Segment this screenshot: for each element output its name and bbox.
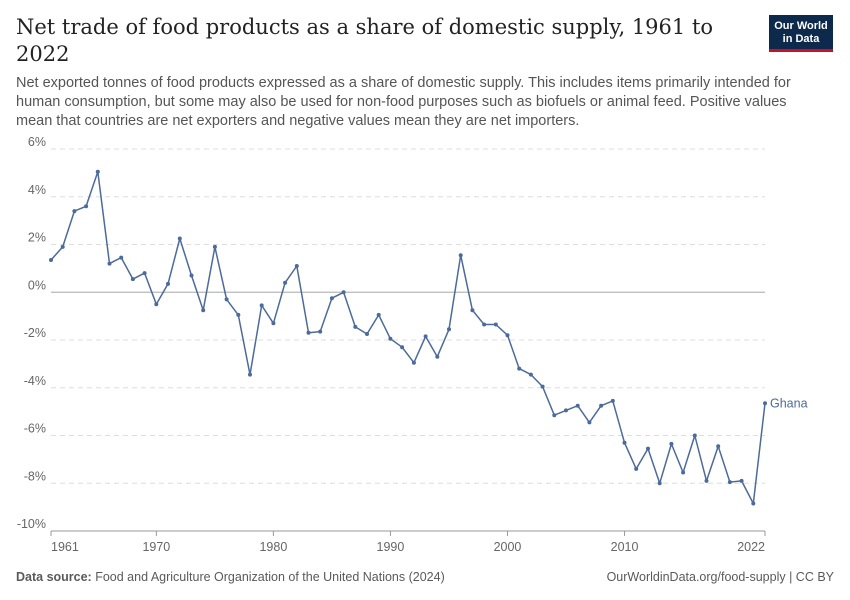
data-point[interactable] [657, 481, 662, 486]
x-tick-label: 1980 [259, 540, 287, 554]
series-group: Ghana [49, 169, 808, 506]
series-line[interactable] [50, 170, 766, 505]
data-source-text: Food and Agriculture Organization of the… [95, 570, 445, 584]
data-point[interactable] [470, 308, 475, 313]
data-point[interactable] [236, 312, 241, 317]
data-point[interactable] [751, 501, 756, 506]
data-point[interactable] [201, 308, 206, 313]
x-tick-label: 1961 [51, 540, 79, 554]
data-point[interactable] [119, 255, 124, 260]
data-point[interactable] [505, 333, 510, 338]
data-point[interactable] [622, 440, 627, 445]
y-tick-label: 6% [28, 135, 46, 149]
x-axis: 1961 1970 1980 1990 2000 2010 2022 [50, 530, 766, 554]
logo-line-2: in Data [782, 33, 820, 45]
y-tick-label: 4% [28, 183, 46, 197]
data-point[interactable] [60, 244, 65, 249]
data-point[interactable] [259, 303, 264, 308]
data-point[interactable] [610, 398, 615, 403]
data-point[interactable] [634, 466, 639, 471]
data-point[interactable] [739, 478, 744, 483]
data-point[interactable] [49, 258, 53, 262]
data-point[interactable] [411, 360, 416, 365]
x-tick-label: 2010 [611, 540, 639, 554]
data-point[interactable] [294, 264, 299, 268]
y-tick-label: -2% [24, 326, 46, 340]
data-point[interactable] [283, 280, 288, 285]
data-point[interactable] [482, 322, 487, 327]
data-point[interactable] [130, 277, 135, 282]
data-point[interactable] [552, 413, 557, 418]
y-tick-label: 0% [28, 278, 46, 292]
data-point[interactable] [212, 244, 217, 249]
data-point[interactable] [248, 372, 252, 377]
y-tick-label: -10% [17, 517, 46, 531]
data-source: Data source: Food and Agriculture Organi… [16, 570, 445, 584]
y-tick-label: -8% [24, 469, 46, 483]
y-tick-label: 2% [28, 231, 46, 245]
data-point[interactable] [669, 441, 674, 446]
data-point[interactable] [517, 366, 522, 371]
data-point[interactable] [575, 403, 580, 408]
grid-lines [51, 148, 765, 484]
data-point[interactable] [189, 273, 194, 278]
data-point[interactable] [447, 327, 451, 332]
data-point[interactable] [142, 271, 147, 276]
data-point[interactable] [423, 334, 428, 339]
data-point[interactable] [329, 296, 334, 301]
data-point[interactable] [458, 253, 463, 258]
series-label: Ghana [770, 396, 808, 410]
data-point[interactable] [716, 444, 721, 449]
x-tick-label: 2022 [737, 540, 765, 554]
data-point[interactable] [400, 345, 405, 350]
data-point[interactable] [692, 433, 697, 438]
y-tick-label: -6% [24, 422, 46, 436]
footer-link[interactable]: OurWorldinData.org/food-supply | CC BY [606, 570, 834, 584]
data-point[interactable] [318, 329, 323, 334]
data-point[interactable] [540, 384, 545, 389]
data-point[interactable] [177, 236, 182, 241]
chart-subtitle: Net exported tonnes of food products exp… [16, 75, 791, 129]
data-point[interactable] [587, 420, 592, 425]
data-point[interactable] [341, 290, 346, 295]
data-point[interactable] [95, 169, 100, 174]
x-tick-label: 2000 [494, 540, 522, 554]
owid-logo[interactable]: Our World in Data [769, 15, 833, 52]
data-point[interactable] [224, 297, 229, 302]
y-axis: -10% -8% -6% -4% -2% 0% 2% 4% 6% [17, 135, 46, 531]
data-point[interactable] [493, 322, 498, 327]
data-point[interactable] [727, 480, 732, 485]
data-point[interactable] [599, 403, 604, 408]
data-point[interactable] [681, 470, 686, 475]
data-point[interactable] [107, 261, 112, 266]
data-point[interactable] [271, 321, 276, 326]
data-point[interactable] [646, 446, 650, 451]
data-point[interactable] [154, 302, 159, 307]
x-tick-label: 1990 [377, 540, 405, 554]
data-point[interactable] [166, 281, 170, 286]
data-point[interactable] [528, 372, 533, 377]
data-point[interactable] [376, 312, 381, 317]
data-point[interactable] [353, 324, 358, 329]
y-tick-label: -4% [24, 374, 46, 388]
data-point[interactable] [564, 408, 568, 413]
data-point[interactable] [704, 478, 709, 483]
data-point[interactable] [435, 354, 440, 359]
x-tick-label: 1970 [142, 540, 170, 554]
logo-line-1: Our World [774, 20, 828, 32]
data-point[interactable] [306, 330, 311, 335]
data-point[interactable] [365, 332, 369, 336]
data-point[interactable] [763, 401, 767, 406]
data-point[interactable] [72, 209, 77, 214]
chart-title: Net trade of food products as a share of… [16, 15, 714, 66]
data-point[interactable] [84, 204, 89, 209]
data-source-label: Data source: [16, 570, 92, 584]
data-point[interactable] [388, 336, 393, 341]
